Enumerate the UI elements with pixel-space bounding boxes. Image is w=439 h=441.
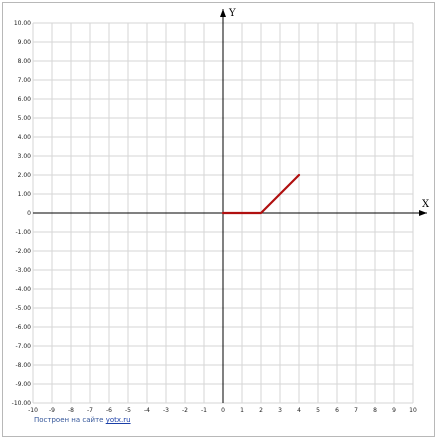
x-tick-label: -2: [182, 407, 188, 414]
x-tick-label: 1: [240, 407, 244, 414]
y-tick-label: 8.00: [18, 58, 32, 65]
y-tick-label: 5.00: [18, 115, 32, 122]
x-tick-label: 8: [373, 407, 377, 414]
data-point: [260, 212, 262, 214]
x-tick-label: -6: [106, 407, 112, 414]
y-tick-label: 10.00: [14, 20, 31, 27]
y-tick-label: -4.00: [15, 286, 31, 293]
y-tick-label: -2.00: [15, 248, 31, 255]
y-tick-label: 9.00: [18, 39, 32, 46]
y-tick-label: -6.00: [15, 324, 31, 331]
series: [221, 173, 301, 215]
y-tick-label: -8.00: [15, 362, 31, 369]
y-tick-label: 1.00: [18, 191, 32, 198]
y-tick-label: 4.00: [18, 134, 32, 141]
x-tick-label: -5: [125, 407, 131, 414]
x-tick-label: 5: [316, 407, 320, 414]
x-tick-labels: -10 -9 -8 -7 -6 -5 -4 -3 -2 -1 0 1 2 3 4 5 6 7 8 9 10: [28, 407, 417, 414]
y-tick-label: 0: [27, 210, 31, 217]
x-tick-label: -9: [49, 407, 55, 414]
credit-link[interactable]: yotx.ru: [105, 416, 131, 424]
x-tick-label: 7: [354, 407, 358, 414]
y-tick-label: -5.00: [15, 305, 31, 312]
x-axis-label: X: [422, 199, 430, 210]
data-point: [298, 174, 300, 176]
x-tick-label: 0: [221, 407, 225, 414]
y-tick-label: -7.00: [15, 343, 31, 350]
y-tick-label: -9.00: [15, 381, 31, 388]
y-axis-label: Y: [228, 8, 236, 19]
x-tick-label: 6: [335, 407, 339, 414]
axes: X Y: [33, 8, 430, 403]
y-tick-label: -3.00: [15, 267, 31, 274]
x-tick-label: -1: [201, 407, 207, 414]
y-tick-labels: 10.00 9.00 8.00 7.00 6.00 5.00 4.00 3.00 2.00 1.0…: [12, 20, 32, 407]
x-tick-label: 10: [409, 407, 417, 414]
y-tick-label: 3.00: [18, 153, 32, 160]
x-tick-label: 9: [392, 407, 396, 414]
data-point: [222, 212, 224, 214]
x-tick-label: -7: [87, 407, 93, 414]
x-tick-label: -8: [68, 407, 74, 414]
y-tick-label: -10.00: [12, 400, 32, 407]
y-tick-label: 2.00: [18, 172, 32, 179]
y-tick-label: 7.00: [18, 77, 32, 84]
x-tick-label: -4: [144, 407, 150, 414]
x-tick-label: -3: [163, 407, 169, 414]
x-tick-label: 2: [259, 407, 263, 414]
site-credit: Построен на сайте yotx.ru: [34, 416, 131, 424]
y-tick-label: 6.00: [18, 96, 32, 103]
y-tick-label: -1.00: [15, 229, 31, 236]
x-tick-label: -10: [28, 407, 38, 414]
x-tick-label: 4: [297, 407, 301, 414]
y-axis-arrow-icon: [220, 9, 226, 17]
x-tick-label: 3: [278, 407, 282, 414]
credit-text: Построен на сайте: [34, 416, 106, 424]
x-axis-arrow-icon: [419, 210, 427, 216]
